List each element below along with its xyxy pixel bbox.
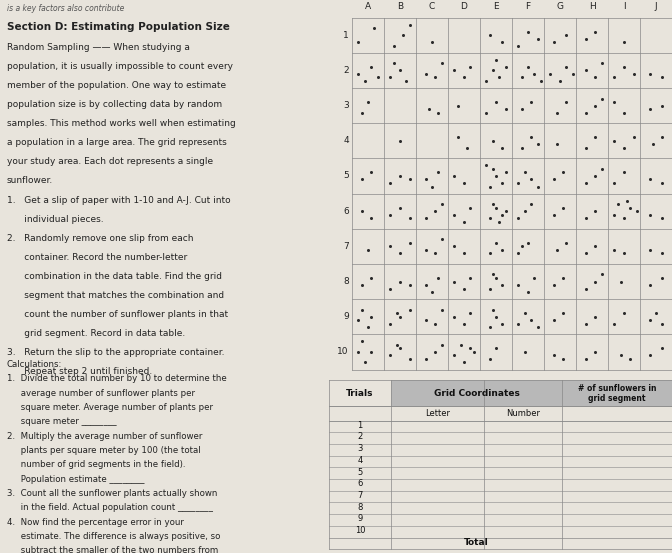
Text: population, it is usually impossible to count every: population, it is usually impossible to …	[7, 62, 233, 71]
Text: 1: 1	[343, 30, 349, 40]
Text: Calculations:: Calculations:	[7, 360, 62, 369]
Text: 1.  Divide the total number by 10 to determine the: 1. Divide the total number by 10 to dete…	[7, 374, 226, 383]
Bar	[391, 380, 562, 406]
Text: B: B	[397, 2, 403, 11]
Text: 6: 6	[358, 479, 363, 488]
Text: Total: Total	[464, 539, 489, 547]
Text: G: G	[556, 2, 564, 11]
Text: container. Record the number-letter: container. Record the number-letter	[7, 253, 187, 262]
Text: 1: 1	[358, 421, 363, 430]
Text: individual pieces.: individual pieces.	[7, 215, 103, 223]
Text: 7: 7	[358, 491, 363, 500]
Bar	[562, 380, 672, 406]
Text: 3.  Count all the sunflower plants actually shown: 3. Count all the sunflower plants actual…	[7, 489, 217, 498]
Text: 4: 4	[343, 136, 349, 145]
Text: member of the population. One way to estimate: member of the population. One way to est…	[7, 81, 226, 90]
Text: 3: 3	[358, 444, 363, 453]
Text: # of sunflowers in
grid segment: # of sunflowers in grid segment	[578, 384, 657, 403]
Text: square meter. Average number of plants per: square meter. Average number of plants p…	[7, 403, 212, 412]
Text: your study area. Each dot represents a single: your study area. Each dot represents a s…	[7, 158, 213, 166]
Text: samples. This method works well when estimating: samples. This method works well when est…	[7, 119, 235, 128]
Text: 3: 3	[343, 101, 349, 110]
Text: grid segment. Record in data table.: grid segment. Record in data table.	[7, 329, 185, 338]
Text: 10: 10	[355, 526, 366, 535]
Text: Grid Coordinates: Grid Coordinates	[433, 389, 519, 398]
Text: in the field. Actual population count ________: in the field. Actual population count __…	[7, 503, 212, 512]
Text: Repeat step 2 until finished.: Repeat step 2 until finished.	[7, 367, 152, 376]
Text: H: H	[589, 2, 595, 11]
Text: 2.   Randomly remove one slip from each: 2. Randomly remove one slip from each	[7, 234, 193, 243]
Text: 8: 8	[343, 277, 349, 286]
Text: D: D	[460, 2, 468, 11]
Text: 3.   Return the slip to the appropriate container.: 3. Return the slip to the appropriate co…	[7, 348, 224, 357]
Text: Letter: Letter	[425, 409, 450, 418]
Text: a population in a large area. The grid represents: a population in a large area. The grid r…	[7, 138, 226, 148]
Text: 9: 9	[358, 514, 363, 523]
Text: 5: 5	[358, 468, 363, 477]
Text: estimate. The difference is always positive, so: estimate. The difference is always posit…	[7, 532, 220, 541]
Text: Trials: Trials	[346, 389, 374, 398]
Text: A: A	[365, 2, 371, 11]
Text: population size is by collecting data by random: population size is by collecting data by…	[7, 100, 222, 109]
Text: Section D: Estimating Population Size: Section D: Estimating Population Size	[7, 22, 229, 32]
Text: F: F	[526, 2, 531, 11]
Text: C: C	[429, 2, 435, 11]
Text: square meter ________: square meter ________	[7, 417, 116, 426]
Text: Population estimate ________: Population estimate ________	[7, 474, 144, 483]
Text: 2: 2	[343, 66, 349, 75]
Text: J: J	[655, 2, 657, 11]
Text: 9: 9	[343, 312, 349, 321]
Text: subtract the smaller of the two numbers from: subtract the smaller of the two numbers …	[7, 546, 218, 553]
Text: is a key factors also contribute: is a key factors also contribute	[7, 3, 124, 13]
Text: plants per square meter by 100 (the total: plants per square meter by 100 (the tota…	[7, 446, 200, 455]
Text: segment that matches the combination and: segment that matches the combination and	[7, 291, 224, 300]
Text: 8: 8	[358, 503, 363, 512]
Text: average number of sunflower plants per: average number of sunflower plants per	[7, 389, 195, 398]
Text: 2.  Multiply the average number of sunflower: 2. Multiply the average number of sunflo…	[7, 431, 202, 441]
Text: sunflower.: sunflower.	[7, 176, 53, 185]
Text: 1.   Get a slip of paper with 1-10 and A-J. Cut into: 1. Get a slip of paper with 1-10 and A-J…	[7, 196, 230, 205]
Text: 2: 2	[358, 432, 363, 441]
Text: 7: 7	[343, 242, 349, 251]
Text: 4.  Now find the percentage error in your: 4. Now find the percentage error in your	[7, 518, 183, 526]
Text: I: I	[623, 2, 626, 11]
Text: 10: 10	[337, 347, 349, 357]
Text: E: E	[493, 2, 499, 11]
Text: number of grid segments in the field).: number of grid segments in the field).	[7, 460, 185, 469]
Text: 5: 5	[343, 171, 349, 180]
Text: Random Sampling —— When studying a: Random Sampling —— When studying a	[7, 43, 190, 52]
Text: count the number of sunflower plants in that: count the number of sunflower plants in …	[7, 310, 228, 319]
Text: 6: 6	[343, 207, 349, 216]
Text: Number: Number	[506, 409, 540, 418]
Text: combination in the data table. Find the grid: combination in the data table. Find the …	[7, 272, 222, 281]
Text: 4: 4	[358, 456, 363, 465]
